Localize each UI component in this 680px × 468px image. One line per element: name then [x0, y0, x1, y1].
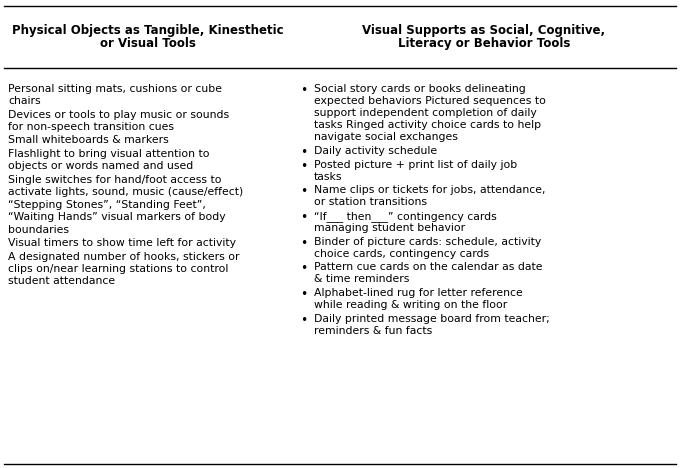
Text: Daily activity schedule: Daily activity schedule — [314, 146, 437, 156]
Text: Personal sitting mats, cushions or cube: Personal sitting mats, cushions or cube — [8, 84, 222, 94]
Text: Visual timers to show time left for activity: Visual timers to show time left for acti… — [8, 238, 236, 248]
Text: •: • — [300, 288, 307, 301]
Text: managing student behavior: managing student behavior — [314, 223, 465, 233]
Text: A designated number of hooks, stickers or: A designated number of hooks, stickers o… — [8, 252, 239, 262]
Text: boundaries: boundaries — [8, 225, 69, 234]
Text: reminders & fun facts: reminders & fun facts — [314, 326, 432, 336]
Text: while reading & writing on the floor: while reading & writing on the floor — [314, 300, 507, 310]
Text: •: • — [300, 237, 307, 249]
Text: clips on/near learning stations to control: clips on/near learning stations to contr… — [8, 264, 228, 274]
Text: Binder of picture cards: schedule, activity: Binder of picture cards: schedule, activ… — [314, 237, 541, 247]
Text: objects or words named and used: objects or words named and used — [8, 161, 193, 171]
Text: student attendance: student attendance — [8, 276, 115, 286]
Text: “Stepping Stones”, “Standing Feet”,: “Stepping Stones”, “Standing Feet”, — [8, 200, 206, 211]
Text: Small whiteboards & markers: Small whiteboards & markers — [8, 135, 169, 146]
Text: chairs: chairs — [8, 96, 41, 106]
Text: support independent completion of daily: support independent completion of daily — [314, 108, 537, 118]
Text: expected behaviors Pictured sequences to: expected behaviors Pictured sequences to — [314, 96, 546, 106]
Text: •: • — [300, 160, 307, 173]
Text: Literacy or Behavior Tools: Literacy or Behavior Tools — [398, 37, 571, 50]
Text: tasks Ringed activity choice cards to help: tasks Ringed activity choice cards to he… — [314, 120, 541, 131]
Text: •: • — [300, 263, 307, 275]
Text: •: • — [300, 185, 307, 198]
Text: •: • — [300, 211, 307, 224]
Text: Pattern cue cards on the calendar as date: Pattern cue cards on the calendar as dat… — [314, 263, 543, 272]
Text: Name clips or tickets for jobs, attendance,: Name clips or tickets for jobs, attendan… — [314, 185, 545, 195]
Text: Posted picture + print list of daily job: Posted picture + print list of daily job — [314, 160, 517, 169]
Text: & time reminders: & time reminders — [314, 274, 409, 285]
Text: or station transitions: or station transitions — [314, 197, 427, 207]
Text: choice cards, contingency cards: choice cards, contingency cards — [314, 249, 489, 259]
Text: Social story cards or books delineating: Social story cards or books delineating — [314, 84, 526, 94]
Text: “Waiting Hands” visual markers of body: “Waiting Hands” visual markers of body — [8, 212, 226, 222]
Text: or Visual Tools: or Visual Tools — [100, 37, 196, 50]
Text: Physical Objects as Tangible, Kinesthetic: Physical Objects as Tangible, Kinestheti… — [12, 24, 284, 37]
Text: activate lights, sound, music (cause/effect): activate lights, sound, music (cause/eff… — [8, 187, 243, 197]
Text: Visual Supports as Social, Cognitive,: Visual Supports as Social, Cognitive, — [362, 24, 606, 37]
Text: Daily printed message board from teacher;: Daily printed message board from teacher… — [314, 314, 549, 324]
Text: Flashlight to bring visual attention to: Flashlight to bring visual attention to — [8, 149, 209, 159]
Text: •: • — [300, 84, 307, 97]
Text: Devices or tools to play music or sounds: Devices or tools to play music or sounds — [8, 110, 229, 120]
Text: •: • — [300, 146, 307, 159]
Text: for non-speech transition cues: for non-speech transition cues — [8, 122, 174, 132]
Text: tasks: tasks — [314, 172, 343, 182]
Text: Single switches for hand/foot access to: Single switches for hand/foot access to — [8, 175, 222, 185]
Text: •: • — [300, 314, 307, 327]
Text: Alphabet-lined rug for letter reference: Alphabet-lined rug for letter reference — [314, 288, 523, 298]
Text: “If___ then___” contingency cards: “If___ then___” contingency cards — [314, 211, 497, 222]
Text: navigate social exchanges: navigate social exchanges — [314, 132, 458, 142]
